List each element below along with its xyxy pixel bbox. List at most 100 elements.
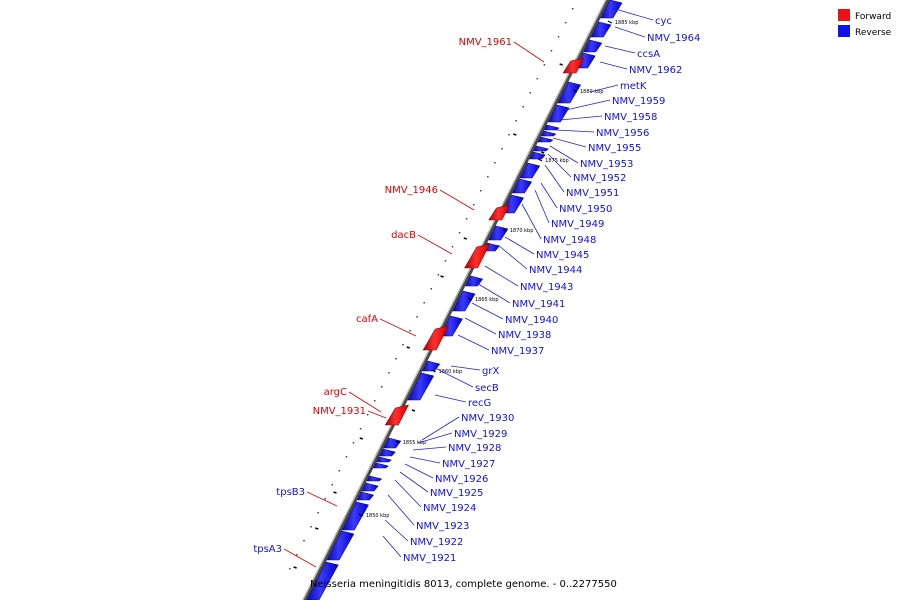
forward-gene-block[interactable]: [422, 325, 449, 351]
gene-label-nmv-1959[interactable]: NMV_1959: [612, 96, 665, 107]
gene-label-nmv-1926[interactable]: NMV_1926: [435, 474, 488, 485]
gene-label-nmv-1951[interactable]: NMV_1951: [566, 188, 619, 199]
forward-gene-block[interactable]: [488, 204, 510, 221]
gene-label-nmv-1958[interactable]: NMV_1958: [604, 112, 657, 123]
forward-gene-labels: NMV_1961 NMV_1946 dacB cafA argC NMV_1931 tpsB…: [253, 37, 545, 568]
gene-label-nmv-1948[interactable]: NMV_1948: [543, 235, 596, 246]
gene-label-secb[interactable]: secB: [475, 383, 499, 394]
reverse-gene-labels: cyc NMV_1964 ccsA NMV_1962 metK NMV_1959 NMV_1…: [382, 7, 700, 564]
reverse-gene-block[interactable]: [373, 462, 389, 469]
reverse-gene-block[interactable]: [519, 162, 541, 179]
reverse-gene-block[interactable]: [512, 178, 533, 194]
forward-gene-block[interactable]: [384, 404, 409, 426]
forward-gene-leader: [348, 391, 382, 413]
gene-label-nmv-1924[interactable]: NMV_1924: [423, 503, 476, 514]
gene-label-nmv-1930[interactable]: NMV_1930: [461, 413, 514, 424]
reverse-gene-leader: [534, 189, 550, 224]
gc-dot: [501, 148, 503, 150]
gc-dot: [366, 414, 369, 416]
gene-label-nmv-1953[interactable]: NMV_1953: [580, 159, 633, 170]
gene-label-nmv-1961[interactable]: NMV_1961: [459, 37, 512, 48]
reverse-gene-block[interactable]: [540, 130, 557, 137]
gc-dot: [508, 134, 510, 136]
gene-label-nmv-1952[interactable]: NMV_1952: [573, 173, 626, 184]
gene-label-nmv-1962[interactable]: NMV_1962: [629, 65, 682, 76]
gene-label-argc[interactable]: argC: [324, 387, 347, 398]
gene-label-tpsb3[interactable]: tpsB3: [276, 487, 305, 498]
gene-label-recg[interactable]: recG: [468, 398, 491, 409]
gene-label-cafa[interactable]: cafA: [356, 314, 378, 325]
gene-label-nmv-1945[interactable]: NMV_1945: [536, 250, 589, 261]
scale-tick-label: 1880 kbp: [580, 89, 604, 95]
gene-label-nmv-1949[interactable]: NMV_1949: [551, 219, 604, 230]
gene-label-nmv-1950[interactable]: NMV_1950: [559, 204, 612, 215]
reverse-gene-block[interactable]: [557, 81, 582, 104]
gc-dot: [472, 204, 475, 206]
reverse-gene-leader: [382, 535, 402, 558]
gene-label-tpsa3[interactable]: tpsA3: [253, 544, 282, 555]
reverse-legend-label: Reverse: [855, 28, 892, 38]
reverse-gene-block[interactable]: [383, 437, 402, 449]
reverse-gene-block[interactable]: [341, 501, 369, 531]
reverse-gene-block[interactable]: [547, 104, 570, 123]
reverse-gene-block[interactable]: [306, 561, 339, 600]
reverse-swatch: [838, 25, 850, 37]
gene-label-nmv-1923[interactable]: NMV_1923: [416, 521, 469, 532]
gene-label-metk[interactable]: metK: [620, 81, 647, 92]
gc-dot: [296, 554, 298, 556]
gene-label-nmv-1946[interactable]: NMV_1946: [385, 185, 438, 196]
forward-gene-block[interactable]: [464, 243, 491, 269]
reverse-gene-block[interactable]: [361, 482, 379, 492]
gene-label-nmv-1925[interactable]: NMV_1925: [430, 488, 483, 499]
reverse-gene-block[interactable]: [533, 145, 549, 152]
reverse-gene-block[interactable]: [583, 39, 603, 53]
gene-label-nmv-1940[interactable]: NMV_1940: [505, 315, 558, 326]
gene-label-nmv-1929[interactable]: NMV_1929: [454, 429, 507, 440]
scale-tick-mark: [358, 513, 364, 517]
reverse-gene-block[interactable]: [543, 124, 560, 131]
gene-label-grx[interactable]: grX: [482, 366, 499, 377]
reverse-gene-leader: [434, 394, 467, 403]
reverse-gene-leader: [552, 137, 587, 148]
gene-label-nmv-1955[interactable]: NMV_1955: [588, 143, 641, 154]
gene-label-nmv-1964[interactable]: NMV_1964: [647, 33, 700, 44]
reverse-gene-leader: [399, 471, 429, 493]
scale-tick-mark: [572, 89, 578, 93]
gene-label-nmv-1921[interactable]: NMV_1921: [403, 553, 456, 564]
reverse-gene-block[interactable]: [452, 290, 476, 312]
gc-dot: [550, 50, 553, 52]
reverse-gene-block[interactable]: [356, 491, 375, 501]
gc-dot: [522, 106, 524, 108]
reverse-gene-block[interactable]: [590, 21, 612, 38]
reverse-gene-block[interactable]: [407, 372, 435, 401]
gene-label-nmv-1941[interactable]: NMV_1941: [512, 299, 565, 310]
gc-dash: [406, 346, 410, 349]
gene-label-dacb[interactable]: dacB: [391, 230, 416, 241]
gene-label-nmv-1927[interactable]: NMV_1927: [442, 459, 495, 470]
gene-label-nmv-1937[interactable]: NMV_1937: [491, 346, 544, 357]
gc-dot: [564, 22, 567, 24]
gene-label-nmv-1956[interactable]: NMV_1956: [596, 128, 649, 139]
reverse-gene-block[interactable]: [366, 475, 383, 482]
reverse-gene-block[interactable]: [379, 448, 396, 457]
gene-label-nmv-1922[interactable]: NMV_1922: [410, 537, 463, 548]
reverse-gene-leader: [589, 84, 619, 93]
forward-gene-block[interactable]: [562, 57, 585, 74]
reverse-gene-block[interactable]: [376, 456, 392, 463]
scale-tick-mark: [607, 20, 613, 24]
reverse-gene-block[interactable]: [326, 530, 355, 561]
gene-label-nmv-1931[interactable]: NMV_1931: [313, 406, 366, 417]
reverse-gene-block[interactable]: [537, 136, 554, 143]
reverse-gene-block[interactable]: [529, 151, 546, 160]
gc-dot: [317, 512, 319, 514]
gene-label-nmv-1938[interactable]: NMV_1938: [498, 330, 551, 341]
reverse-gene-block[interactable]: [600, 0, 623, 19]
gene-label-nmv-1928[interactable]: NMV_1928: [448, 443, 501, 454]
reverse-gene-block[interactable]: [465, 275, 484, 287]
gene-label-nmv-1944[interactable]: NMV_1944: [529, 265, 582, 276]
scale-tick-label: 1860 kbp: [439, 369, 463, 375]
gc-dot: [409, 330, 411, 332]
gene-label-ccsa[interactable]: ccsA: [637, 49, 660, 60]
gene-label-nmv-1943[interactable]: NMV_1943: [520, 282, 573, 293]
gene-label-cyc[interactable]: cyc: [655, 16, 672, 27]
